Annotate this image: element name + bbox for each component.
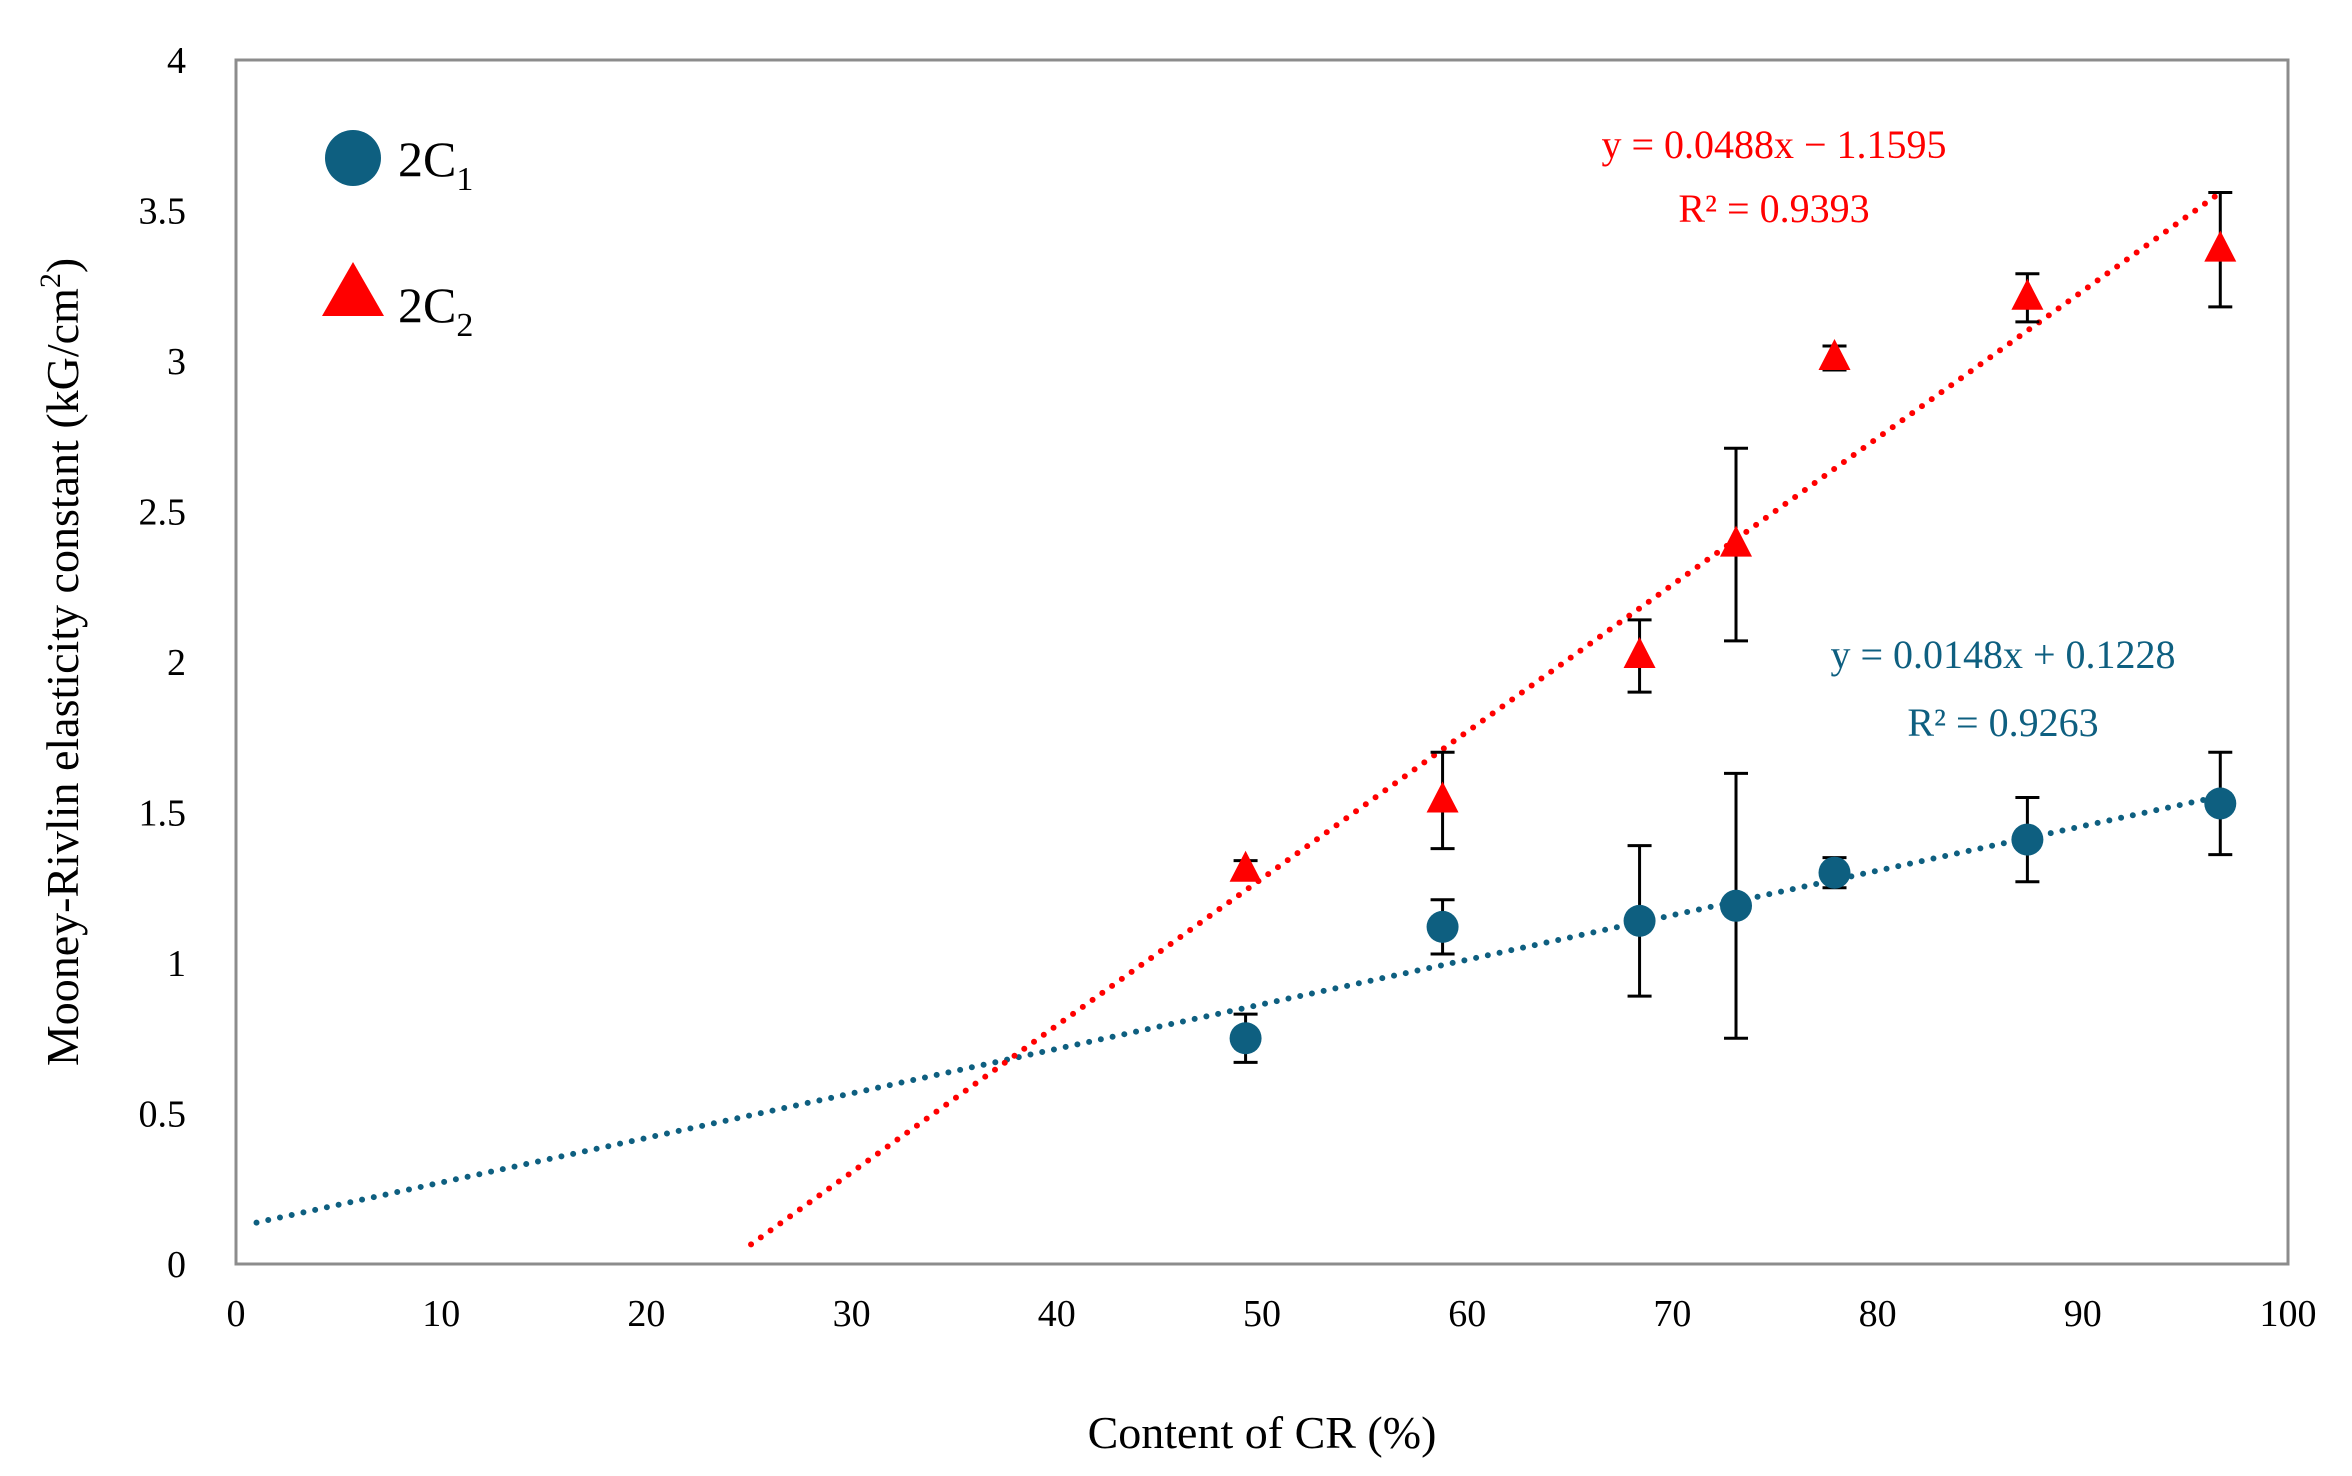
y-tick-label: 4: [167, 40, 186, 82]
legend-label-series-2: 2C2: [398, 277, 473, 344]
plot-area-frame: [234, 58, 2290, 1266]
y-axis-title-main: Mooney-Rivlin elasticity constant (kG/cm: [37, 288, 88, 1066]
trendline-series-2: [748, 189, 2224, 1248]
trend-r2-series-2: R² = 0.9393: [1678, 186, 1869, 231]
data-point-series-2: [1818, 338, 1851, 370]
legend-label-series-2-main: 2C: [398, 277, 456, 333]
data-point-series-2: [2011, 278, 2044, 310]
data-point-series-2: [2204, 230, 2237, 262]
y-tick-label: 2: [167, 642, 186, 684]
x-tick-label: 50: [1243, 1293, 1281, 1335]
x-tick-labels: 0 10 20 30 40 50 60 70 80 90 100: [227, 1293, 2317, 1335]
x-tick-label: 30: [833, 1293, 871, 1335]
legend-triangle-marker-icon: [322, 262, 384, 316]
y-axis-title: Mooney-Rivlin elasticity constant (kG/cm…: [34, 258, 88, 1066]
legend: 2C1 2C2: [322, 130, 473, 344]
y-axis-title-close: ): [37, 258, 88, 273]
legend-label-series-2-sub: 2: [456, 307, 473, 344]
data-point-series-1: [2204, 787, 2237, 820]
data-point-series-1: [1623, 904, 1656, 937]
trendlines: [253, 189, 2224, 1248]
y-tick-label: 1.5: [139, 793, 187, 835]
data-point-series-2: [1720, 525, 1753, 557]
x-tick-label: 80: [1859, 1293, 1897, 1335]
y-tick-label: 3: [167, 341, 186, 383]
legend-label-series-1: 2C1: [398, 131, 473, 198]
y-tick-labels: 0 0.5 1 1.5 2 2.5 3 3.5 4: [139, 40, 187, 1286]
data-point-series-1: [2011, 823, 2044, 856]
x-tick-label: 40: [1038, 1293, 1076, 1335]
data-point-series-1: [1426, 910, 1459, 943]
x-tick-label: 60: [1448, 1293, 1486, 1335]
error-bars: [1233, 190, 2233, 1064]
trend-equation-series-1: y = 0.0148x + 0.1228: [1830, 632, 2175, 677]
trend-r2-series-1: R² = 0.9263: [1907, 700, 2098, 745]
x-axis-title: Content of CR (%): [1088, 1407, 1437, 1458]
trendline-series-1: [253, 793, 2224, 1226]
trend-equation-series-2: y = 0.0488x − 1.1595: [1601, 122, 1946, 167]
data-point-series-2: [1623, 636, 1656, 668]
x-tick-label: 100: [2260, 1293, 2317, 1335]
y-tick-label: 3.5: [139, 191, 187, 233]
x-tick-label: 90: [2064, 1293, 2102, 1335]
y-tick-label: 0: [167, 1244, 186, 1286]
data-point-series-1: [1720, 889, 1753, 922]
x-tick-label: 20: [627, 1293, 665, 1335]
x-tick-label: 0: [227, 1293, 246, 1335]
y-tick-label: 2.5: [139, 492, 187, 534]
y-axis-title-sup: 2: [34, 273, 67, 288]
data-point-series-1: [1818, 856, 1851, 889]
data-point-series-2: [1229, 850, 1262, 882]
x-tick-label: 10: [422, 1293, 460, 1335]
data-point-series-1: [1229, 1022, 1262, 1055]
y-tick-label: 0.5: [139, 1094, 187, 1136]
data-point-series-2: [1426, 781, 1459, 813]
x-tick-label: 70: [1653, 1293, 1691, 1335]
legend-label-series-1-main: 2C: [398, 131, 456, 187]
y-tick-label: 1: [167, 943, 186, 985]
legend-label-series-1-sub: 1: [456, 161, 473, 198]
data-markers: [1229, 230, 2237, 1055]
legend-circle-marker-icon: [325, 130, 381, 186]
